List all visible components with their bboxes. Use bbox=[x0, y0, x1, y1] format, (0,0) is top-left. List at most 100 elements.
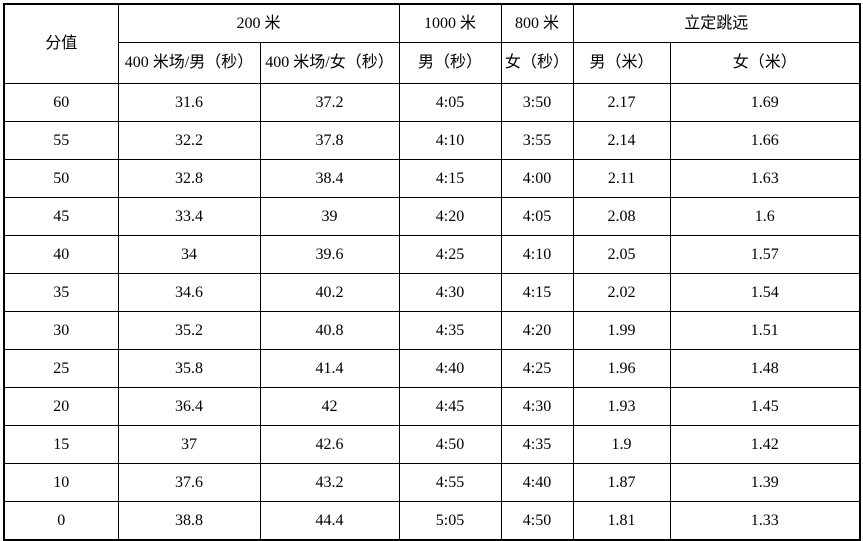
cell-jump-male: 1.96 bbox=[572, 349, 671, 388]
table-row: 20 36.4 42 4:45 4:30 1.93 1.45 bbox=[3, 387, 861, 426]
cell-score: 10 bbox=[3, 463, 119, 502]
cell-1000m-male: 4:45 bbox=[398, 387, 502, 426]
table-row: 40 34 39.6 4:25 4:10 2.05 1.57 bbox=[3, 235, 861, 274]
table-header: 分值 200 米 1000 米 800 米 立定跳远 400 米场/男（秒） 4… bbox=[3, 3, 861, 84]
table-row: 50 32.8 38.4 4:15 4:00 2.11 1.63 bbox=[3, 159, 861, 198]
cell-1000m-male: 4:10 bbox=[398, 121, 502, 160]
table-row: 60 31.6 37.2 4:05 3:50 2.17 1.69 bbox=[3, 83, 861, 122]
cell-400m-female: 39.6 bbox=[259, 235, 400, 274]
cell-jump-male: 2.08 bbox=[572, 197, 671, 236]
cell-score: 50 bbox=[3, 159, 119, 198]
cell-400m-male: 32.8 bbox=[117, 159, 261, 198]
cell-jump-female: 1.39 bbox=[669, 463, 861, 502]
cell-400m-male: 31.6 bbox=[117, 83, 261, 122]
cell-score: 15 bbox=[3, 425, 119, 464]
cell-score: 55 bbox=[3, 121, 119, 160]
header-1000m-male: 男（秒） bbox=[398, 42, 502, 84]
cell-400m-female: 41.4 bbox=[259, 349, 400, 388]
cell-jump-male: 1.87 bbox=[572, 463, 671, 502]
cell-score: 45 bbox=[3, 197, 119, 236]
cell-jump-female: 1.51 bbox=[669, 311, 861, 350]
header-jump-female: 女（米） bbox=[669, 42, 861, 84]
header-row-groups: 分值 200 米 1000 米 800 米 立定跳远 bbox=[3, 3, 861, 84]
cell-jump-male: 2.17 bbox=[572, 83, 671, 122]
table-row: 15 37 42.6 4:50 4:35 1.9 1.42 bbox=[3, 425, 861, 464]
cell-1000m-male: 5:05 bbox=[398, 501, 502, 541]
cell-score: 0 bbox=[3, 501, 119, 541]
cell-jump-male: 2.02 bbox=[572, 273, 671, 312]
cell-1000m-male: 4:05 bbox=[398, 83, 502, 122]
cell-score: 35 bbox=[3, 273, 119, 312]
cell-1000m-male: 4:30 bbox=[398, 273, 502, 312]
table-body: 60 31.6 37.2 4:05 3:50 2.17 1.69 55 32.2… bbox=[3, 83, 861, 541]
cell-score: 25 bbox=[3, 349, 119, 388]
header-group-800m: 800 米 bbox=[500, 3, 574, 43]
cell-800m-female: 4:25 bbox=[500, 349, 574, 388]
header-row-subcolumns: 400 米场/男（秒） 400 米场/女（秒） 男（秒） 女（秒） 男（米） 女… bbox=[4, 42, 861, 84]
cell-400m-male: 37 bbox=[117, 425, 261, 464]
cell-jump-female: 1.57 bbox=[669, 235, 861, 274]
cell-1000m-male: 4:55 bbox=[398, 463, 502, 502]
cell-score: 40 bbox=[3, 235, 119, 274]
cell-400m-female: 37.2 bbox=[259, 83, 400, 122]
cell-score: 20 bbox=[3, 387, 119, 426]
cell-jump-female: 1.54 bbox=[669, 273, 861, 312]
cell-1000m-male: 4:50 bbox=[398, 425, 502, 464]
cell-jump-female: 1.69 bbox=[669, 83, 861, 122]
cell-jump-male: 2.05 bbox=[572, 235, 671, 274]
cell-400m-male: 35.2 bbox=[117, 311, 261, 350]
cell-800m-female: 4:30 bbox=[500, 387, 574, 426]
cell-800m-female: 4:00 bbox=[500, 159, 574, 198]
header-400m-male: 400 米场/男（秒） bbox=[117, 42, 261, 84]
cell-800m-female: 4:50 bbox=[500, 501, 574, 541]
cell-400m-male: 37.6 bbox=[117, 463, 261, 502]
header-group-200m: 200 米 bbox=[117, 3, 400, 43]
cell-400m-male: 36.4 bbox=[117, 387, 261, 426]
table-row: 35 34.6 40.2 4:30 4:15 2.02 1.54 bbox=[3, 273, 861, 312]
cell-800m-female: 4:35 bbox=[500, 425, 574, 464]
cell-400m-male: 34 bbox=[117, 235, 261, 274]
cell-jump-female: 1.63 bbox=[669, 159, 861, 198]
cell-400m-male: 32.2 bbox=[117, 121, 261, 160]
cell-jump-male: 1.99 bbox=[572, 311, 671, 350]
cell-400m-male: 34.6 bbox=[117, 273, 261, 312]
score-sheet: 分值 200 米 1000 米 800 米 立定跳远 400 米场/男（秒） 4… bbox=[3, 3, 862, 541]
cell-jump-female: 1.66 bbox=[669, 121, 861, 160]
table-row: 45 33.4 39 4:20 4:05 2.08 1.6 bbox=[3, 197, 861, 236]
table-row: 10 37.6 43.2 4:55 4:40 1.87 1.39 bbox=[3, 463, 861, 502]
cell-800m-female: 4:20 bbox=[500, 311, 574, 350]
cell-jump-female: 1.45 bbox=[669, 387, 861, 426]
cell-800m-female: 4:15 bbox=[500, 273, 574, 312]
cell-400m-female: 37.8 bbox=[259, 121, 400, 160]
cell-jump-female: 1.33 bbox=[669, 501, 861, 541]
fitness-score-table: 分值 200 米 1000 米 800 米 立定跳远 400 米场/男（秒） 4… bbox=[3, 3, 862, 541]
cell-1000m-male: 4:40 bbox=[398, 349, 502, 388]
cell-jump-female: 1.6 bbox=[669, 197, 861, 236]
header-800m-female: 女（秒） bbox=[500, 42, 574, 84]
cell-400m-male: 35.8 bbox=[117, 349, 261, 388]
table-row: 30 35.2 40.8 4:35 4:20 1.99 1.51 bbox=[3, 311, 861, 350]
cell-jump-male: 2.14 bbox=[572, 121, 671, 160]
header-group-standing-jump: 立定跳远 bbox=[572, 3, 861, 43]
cell-400m-female: 44.4 bbox=[259, 501, 400, 541]
header-jump-male: 男（米） bbox=[572, 42, 671, 84]
cell-400m-female: 42.6 bbox=[259, 425, 400, 464]
cell-800m-female: 4:05 bbox=[500, 197, 574, 236]
cell-400m-female: 39 bbox=[259, 197, 400, 236]
cell-400m-female: 40.2 bbox=[259, 273, 400, 312]
cell-400m-female: 38.4 bbox=[259, 159, 400, 198]
cell-score: 60 bbox=[3, 83, 119, 122]
cell-800m-female: 4:10 bbox=[500, 235, 574, 274]
cell-1000m-male: 4:15 bbox=[398, 159, 502, 198]
cell-jump-male: 1.93 bbox=[572, 387, 671, 426]
header-group-1000m: 1000 米 bbox=[398, 3, 502, 43]
cell-jump-male: 2.11 bbox=[572, 159, 671, 198]
cell-jump-male: 1.9 bbox=[572, 425, 671, 464]
cell-jump-female: 1.48 bbox=[669, 349, 861, 388]
header-400m-female: 400 米场/女（秒） bbox=[259, 42, 400, 84]
cell-400m-female: 40.8 bbox=[259, 311, 400, 350]
table-row: 55 32.2 37.8 4:10 3:55 2.14 1.66 bbox=[3, 121, 861, 160]
cell-jump-female: 1.42 bbox=[669, 425, 861, 464]
cell-400m-female: 43.2 bbox=[259, 463, 400, 502]
header-score: 分值 bbox=[3, 3, 119, 84]
